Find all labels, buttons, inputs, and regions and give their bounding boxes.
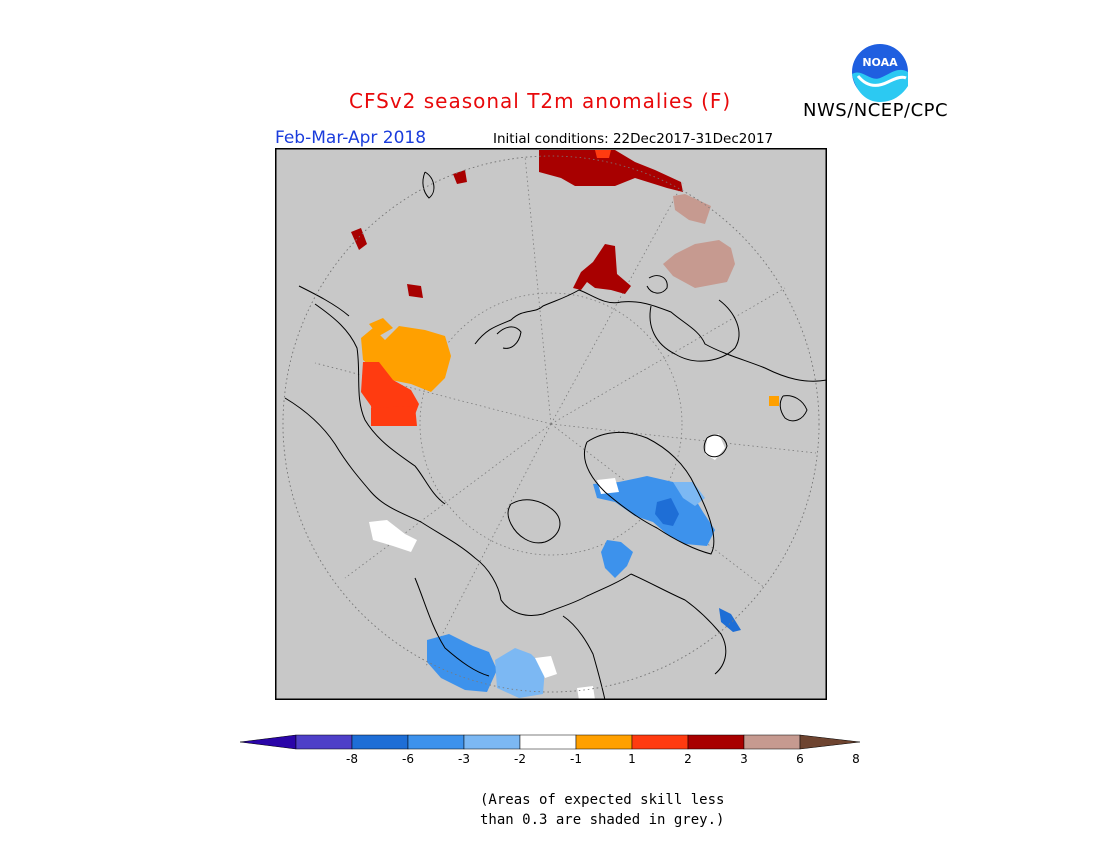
coast-eurasia-north [474, 289, 827, 382]
coast-canadian-archipelago [507, 499, 561, 544]
coast-hudson-bay [562, 615, 606, 700]
anomaly-dark-red-europe [573, 244, 631, 294]
colorbar-segment-2 [351, 734, 409, 750]
anomaly-white-siberia [369, 520, 417, 552]
colorbar-segment-7 [631, 734, 689, 750]
colorbar-segment-3 [407, 734, 465, 750]
season-label: Feb-Mar-Apr 2018 [275, 128, 427, 148]
colorbar [239, 734, 861, 750]
anomaly-blue-canada [601, 540, 633, 578]
coast-asia-pacific [284, 397, 422, 523]
colorbar-segment-9 [743, 734, 801, 750]
colorbar-tick-label: 6 [796, 752, 804, 766]
coast-canada-east [630, 573, 727, 675]
anomaly-lightblue-alaska [495, 648, 545, 698]
anomaly-dark-blue-greenland [655, 498, 679, 526]
footnote-line-1: (Areas of expected skill less [480, 792, 725, 808]
anomaly-red-spot-north [595, 150, 611, 158]
coast-alaska [414, 577, 490, 677]
anomaly-orange-north-edge [369, 318, 393, 336]
anomaly-blue-alaska [427, 634, 497, 692]
noaa-logo [848, 40, 912, 104]
colorbar-segments [239, 734, 861, 750]
colorbar-tick-label: -2 [514, 752, 526, 766]
colorbar-segment-above-max [799, 734, 861, 750]
map-boundary-circle [282, 155, 820, 693]
coast-svalbard [646, 275, 668, 294]
colorbar-segment-below-min [239, 734, 297, 750]
coast-asia-east [314, 303, 446, 505]
colorbar-segment-6 [575, 734, 633, 750]
colorbar-tick-label: 1 [628, 752, 636, 766]
colorbar-tick-label: 2 [684, 752, 692, 766]
polar-anomaly-map [275, 148, 827, 700]
colorbar-tick-label: -8 [346, 752, 358, 766]
coast-novaya-zemlya [496, 326, 522, 349]
coast-greenland [583, 431, 715, 555]
colorbar-tick-label: -3 [458, 752, 470, 766]
map-title: CFSv2 seasonal T2m anomalies (F) [349, 89, 732, 113]
colorbar-tick-label: 3 [740, 752, 748, 766]
anomaly-dark-blue-newfoundland [719, 608, 741, 632]
anomaly-white-alaska [535, 656, 557, 678]
coast-iceland [703, 434, 728, 458]
map-frame [275, 148, 827, 700]
agency-label: NWS/NCEP/CPC [803, 100, 949, 121]
anomaly-white-bottom [577, 686, 595, 700]
anomaly-pink-northeast [673, 194, 711, 224]
anomaly-dark-red-northsea [539, 150, 683, 192]
colorbar-tick-label: -6 [402, 752, 414, 766]
anomaly-orange-right [769, 396, 779, 406]
colorbar-segment-4 [463, 734, 521, 750]
anomaly-dark-red-small-3 [407, 284, 423, 298]
coast-north-america [420, 521, 632, 616]
coast-island-nw [422, 171, 435, 199]
coastlines [284, 171, 827, 700]
coast-scandinavia [649, 299, 740, 362]
anomaly-pink-east [663, 240, 735, 288]
colorbar-segment-5 [519, 734, 577, 750]
colorbar-segment-8 [687, 734, 745, 750]
colorbar-tick-label: -1 [570, 752, 582, 766]
anomaly-white-iceland [705, 434, 725, 460]
colorbar-tick-label: 8 [852, 752, 860, 766]
coast-uk [779, 395, 808, 422]
anomaly-orange-asia [361, 326, 451, 392]
initial-conditions-label: Initial conditions: 22Dec2017-31Dec2017 [493, 131, 774, 147]
footnote-line-2: than 0.3 are shaded in grey.) [480, 812, 725, 828]
colorbar-segment-1 [295, 734, 353, 750]
anomaly-red-asia-south [371, 406, 417, 426]
coast-kamchatka [298, 285, 350, 317]
anomaly-lightblue-greenland-edge [673, 482, 705, 506]
